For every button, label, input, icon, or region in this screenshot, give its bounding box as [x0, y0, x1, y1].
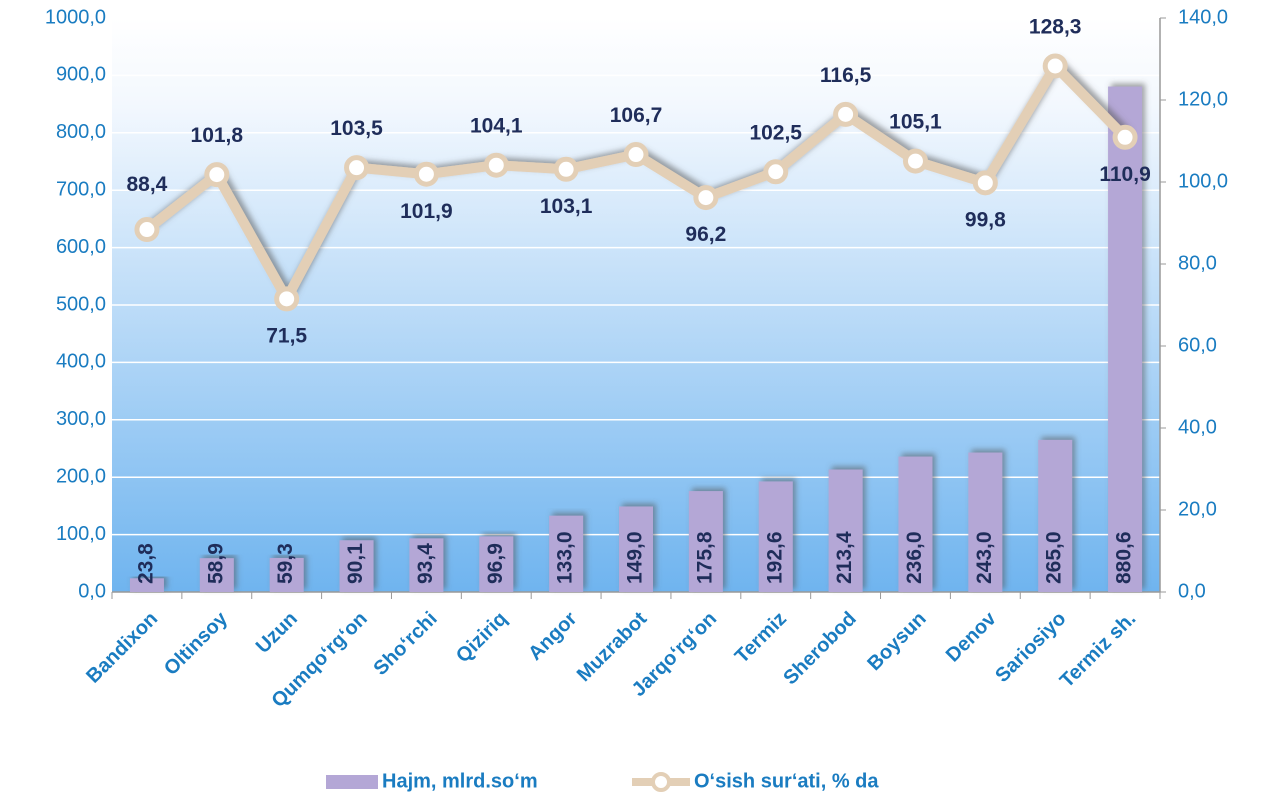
bar-value-label: 149,0 [624, 531, 647, 584]
line-marker [344, 155, 370, 181]
line-marker [483, 152, 509, 178]
x-tick-label: Termiz sh. [1056, 608, 1140, 692]
x-tick-label: Termiz [731, 608, 791, 668]
bar [129, 578, 164, 592]
bar [1038, 439, 1073, 592]
bar [758, 481, 793, 592]
y2-tick-label: 0,0 [1178, 580, 1206, 602]
line-marker [204, 162, 230, 188]
bar [968, 452, 1003, 592]
line-value-label: 88,4 [126, 173, 167, 196]
line-marker [693, 185, 719, 211]
x-tick-label: Uzun [252, 608, 302, 658]
x-tick-label: Angor [524, 608, 581, 665]
bar-value-label: 90,1 [344, 543, 367, 584]
y2-tick-label: 140,0 [1178, 6, 1228, 28]
line-marker [553, 156, 579, 182]
bar-value-label: 93,4 [414, 543, 437, 584]
legend-swatch [326, 775, 378, 789]
x-tick-label: Denov [942, 607, 1001, 666]
bar [479, 536, 514, 592]
bar [549, 515, 584, 592]
y2-tick-label: 80,0 [1178, 252, 1217, 274]
line-marker [972, 170, 998, 196]
y2-tick-label: 100,0 [1178, 170, 1228, 192]
x-tick-label: Oltinsoy [160, 607, 233, 680]
line-value-label: 103,5 [330, 117, 383, 140]
y2-tick-label: 40,0 [1178, 416, 1217, 438]
line-marker [274, 286, 300, 312]
y-tick-label: 0,0 [78, 580, 106, 602]
bar [199, 558, 234, 592]
y-tick-label: 100,0 [56, 523, 106, 545]
x-tick-label: Bandixon [82, 608, 162, 688]
line-marker [623, 142, 649, 168]
line-value-label: 101,9 [400, 200, 453, 223]
line-value-label: 105,1 [889, 111, 942, 134]
bar [339, 540, 374, 592]
bar [1108, 86, 1143, 593]
line-value-label: 103,1 [540, 195, 593, 218]
bar-value-label: 96,9 [484, 543, 507, 584]
line-value-label: 102,5 [749, 121, 802, 144]
x-tick-label: Sho‘rchi [370, 608, 442, 680]
x-tick-label: Boysun [863, 608, 930, 675]
line-marker [413, 161, 439, 187]
legend-label: O‘sish sur‘ati, % da [694, 770, 879, 792]
bar-value-label: 58,9 [204, 543, 227, 584]
bar [898, 456, 933, 592]
y-tick-label: 900,0 [56, 64, 106, 86]
y-tick-label: 600,0 [56, 236, 106, 258]
line-marker [1112, 124, 1138, 150]
bar-value-label: 880,6 [1113, 531, 1136, 584]
y-tick-label: 500,0 [56, 293, 106, 315]
y2-tick-label: 20,0 [1178, 498, 1217, 520]
bar-value-label: 133,0 [554, 531, 577, 584]
bar-value-label: 59,3 [274, 543, 297, 584]
line-marker [833, 101, 859, 127]
y-tick-label: 400,0 [56, 351, 106, 373]
x-tick-label: Sherobod [779, 608, 861, 690]
line-value-label: 101,8 [191, 124, 244, 147]
y-tick-label: 300,0 [56, 408, 106, 430]
y-tick-label: 700,0 [56, 178, 106, 200]
bar-value-label: 236,0 [903, 531, 926, 584]
y2-tick-label: 120,0 [1178, 88, 1228, 110]
bar-value-label: 175,8 [693, 531, 716, 584]
legend-label: Hajm, mlrd.so‘m [382, 770, 538, 792]
line-value-label: 96,2 [685, 223, 726, 246]
line-marker [134, 217, 160, 243]
line-value-label: 116,5 [820, 64, 872, 87]
y-tick-label: 1000,0 [45, 6, 106, 28]
bar-value-label: 23,8 [134, 543, 157, 584]
y-tick-label: 200,0 [56, 465, 106, 487]
line-value-label: 106,7 [610, 104, 663, 127]
legend-swatch [651, 772, 671, 792]
y-tick-label: 800,0 [56, 121, 106, 143]
bar [828, 469, 863, 592]
line-marker [902, 148, 928, 174]
bar [409, 538, 444, 592]
bar-value-label: 243,0 [973, 531, 996, 584]
line-marker [763, 159, 789, 185]
bar [269, 557, 304, 592]
line-value-label: 128,3 [1029, 16, 1082, 39]
y2-tick-label: 60,0 [1178, 334, 1217, 356]
bar [619, 506, 653, 592]
bar-value-label: 192,6 [763, 531, 786, 584]
line-value-label: 110,9 [1099, 163, 1150, 186]
line-value-label: 104,1 [470, 115, 523, 138]
line-marker [1042, 53, 1068, 79]
line-value-label: 71,5 [266, 324, 307, 347]
bar-value-label: 265,0 [1043, 531, 1066, 584]
line-value-label: 99,8 [965, 208, 1006, 231]
bar-value-label: 213,4 [833, 531, 856, 584]
bar [688, 491, 723, 592]
x-tick-label: Qiziriq [452, 608, 512, 668]
